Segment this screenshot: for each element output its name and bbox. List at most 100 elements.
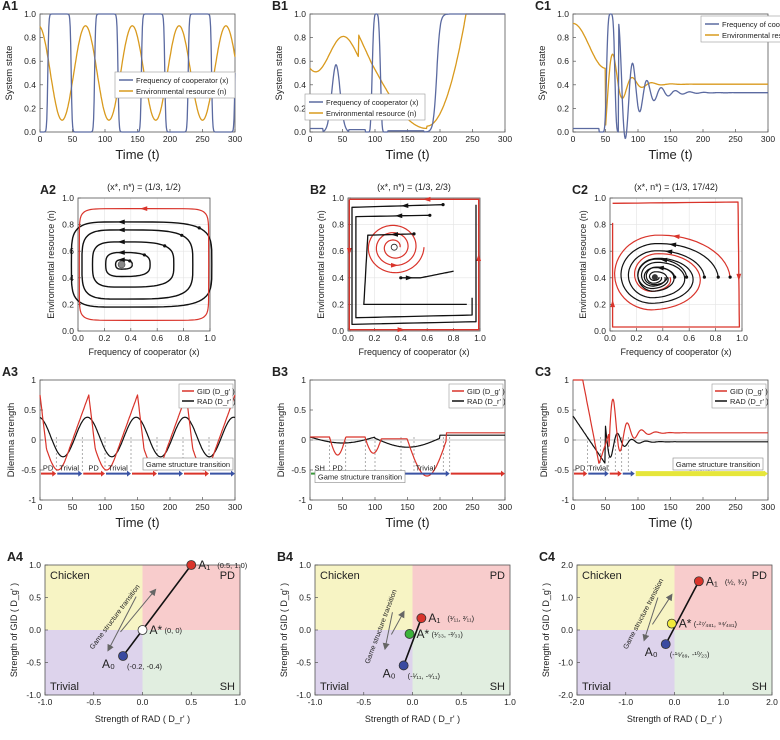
start-point bbox=[197, 226, 201, 230]
equilibrium-point bbox=[651, 274, 658, 281]
state-arrowhead bbox=[101, 470, 105, 477]
x-tick-label: 200 bbox=[163, 134, 177, 144]
x-tick-label: -1.0 bbox=[38, 697, 53, 707]
quadrant-label: PD bbox=[490, 570, 505, 582]
x-axis-label: Strength of RAD ( D_r' ) bbox=[365, 714, 460, 724]
panel-A1: 0 50 100 150 200 250 300 0.0 0.2 0.4 0.6 0.8 1.0 Time… bbox=[2, 0, 242, 162]
spiral-trajectory bbox=[627, 250, 705, 299]
y-tick-label: 0 bbox=[31, 435, 36, 445]
trajectory bbox=[363, 233, 467, 306]
start-point bbox=[128, 259, 132, 263]
spiral-trajectory bbox=[620, 243, 719, 304]
start-point bbox=[728, 275, 732, 279]
x-tick-label: 250 bbox=[728, 134, 742, 144]
y-tick-label: 0.4 bbox=[594, 273, 606, 283]
x-tick-label: 1.0 bbox=[204, 333, 216, 343]
flow-arrow bbox=[117, 219, 125, 225]
x-tick-label: 250 bbox=[195, 134, 209, 144]
phase-title: (x*, n*) = (1/3, 1/2) bbox=[107, 182, 181, 192]
state-arrowhead bbox=[205, 470, 209, 477]
y-tick-label: 0.2 bbox=[332, 299, 344, 309]
quadrant-label: SH bbox=[752, 681, 767, 693]
flow-arrow bbox=[346, 247, 352, 256]
quadrant-sh bbox=[412, 630, 510, 695]
state-label: PD bbox=[88, 464, 99, 473]
point-A* bbox=[666, 618, 677, 629]
legend-entry: Frequency of cooperator (x) bbox=[326, 98, 419, 107]
phase-title: (x*, n*) = (1/3, 2/3) bbox=[377, 182, 451, 192]
legend-entry: Environmental resource (n) bbox=[722, 31, 780, 40]
flow-arrow bbox=[390, 231, 399, 237]
x-tick-label: 150 bbox=[130, 134, 144, 144]
outer-trajectory bbox=[611, 201, 741, 328]
x-tick-label: 0.6 bbox=[683, 333, 695, 343]
quadrant-chicken bbox=[45, 565, 143, 630]
legend-entry: GID (D_g' ) bbox=[730, 387, 768, 396]
x-tick-label: 100 bbox=[98, 502, 112, 512]
panel-tag: C4 bbox=[539, 550, 555, 564]
orbit bbox=[81, 229, 194, 300]
y-tick-label: -0.5 bbox=[291, 465, 306, 475]
x-tick-label: 50 bbox=[338, 134, 348, 144]
plot-frame bbox=[609, 197, 743, 332]
legend-box bbox=[114, 71, 236, 99]
start-point bbox=[428, 213, 432, 217]
transition-arrow-up bbox=[390, 610, 405, 635]
state-label: PD bbox=[575, 464, 586, 473]
point-A* bbox=[404, 629, 415, 639]
x-axis-label: Time (t) bbox=[385, 515, 429, 530]
x-axis-label: Frequency of cooperator (x) bbox=[620, 347, 731, 357]
state-arrowhead bbox=[78, 470, 83, 477]
x-tick-label: 0.0 bbox=[137, 697, 149, 707]
state-arrowhead bbox=[52, 470, 57, 477]
x-tick-label: 0 bbox=[308, 134, 313, 144]
legend-entry: Frequency of cooperator (x) bbox=[136, 76, 229, 85]
x-tick-label: -2.0 bbox=[570, 697, 585, 707]
x-tick-label: 0.8 bbox=[448, 333, 460, 343]
y-tick-label: 0.2 bbox=[594, 299, 606, 309]
y-tick-label: 0.0 bbox=[594, 326, 606, 336]
legend-box bbox=[700, 15, 780, 43]
y-tick-label: 1.0 bbox=[62, 193, 74, 203]
x-tick-label: 150 bbox=[400, 134, 414, 144]
point-name: A₁ bbox=[198, 558, 210, 572]
state-arrowhead bbox=[445, 470, 450, 477]
state-label: SH bbox=[315, 464, 325, 473]
legend-box bbox=[711, 383, 767, 409]
annotation-box bbox=[672, 457, 764, 471]
y-axis-label: Environmental resource (n) bbox=[578, 210, 588, 319]
x-tick-label: 200 bbox=[696, 134, 710, 144]
quadrant-trivial bbox=[577, 630, 675, 695]
y-tick-label: 0.5 bbox=[294, 405, 306, 415]
x-tick-label: 0.5 bbox=[455, 697, 467, 707]
trajectory bbox=[355, 214, 473, 319]
flow-arrow bbox=[736, 273, 742, 282]
y-tick-label: -0.5 bbox=[21, 465, 36, 475]
point-coordinates: (¹⁄₁₁, ²⁄₁₁) bbox=[447, 614, 474, 623]
legend-box bbox=[448, 383, 504, 409]
transition-arrow-up bbox=[652, 593, 673, 625]
panel-tag: C3 bbox=[535, 365, 551, 379]
legend-entry: GID (D_g' ) bbox=[197, 387, 235, 396]
spiral-trajectory bbox=[614, 234, 731, 311]
x-tick-label: 300 bbox=[498, 134, 512, 144]
y-tick-label: -0.5 bbox=[296, 658, 311, 668]
y-tick-label: 0.0 bbox=[294, 127, 306, 137]
x-tick-label: 0.6 bbox=[151, 333, 163, 343]
x-axis-label: Frequency of cooperator (x) bbox=[88, 347, 199, 357]
state-label: Trivial bbox=[108, 464, 128, 473]
point-A1 bbox=[693, 576, 704, 587]
state-arrowhead bbox=[604, 470, 609, 477]
panel-A4: -1.0 -0.5 0.0 0.5 1.0 -1.0 -0.5 0.0 0.5 1.0 Streng… bbox=[7, 550, 248, 724]
quadrant-label: PD bbox=[752, 570, 767, 582]
flow-arrow bbox=[610, 299, 616, 308]
x-tick-label: 300 bbox=[228, 134, 242, 144]
x-tick-label: -1.0 bbox=[618, 697, 633, 707]
annotation-text: Game structure transition bbox=[318, 473, 402, 482]
series-cooperator-frequency bbox=[572, 13, 769, 140]
legend-entry: Frequency of cooperator (x) bbox=[722, 20, 780, 29]
y-tick-label: 1.0 bbox=[24, 9, 36, 19]
y-tick-label: 0.0 bbox=[561, 625, 573, 635]
x-tick-label: -0.5 bbox=[356, 697, 371, 707]
point-coordinates: (0, 0) bbox=[165, 626, 183, 635]
